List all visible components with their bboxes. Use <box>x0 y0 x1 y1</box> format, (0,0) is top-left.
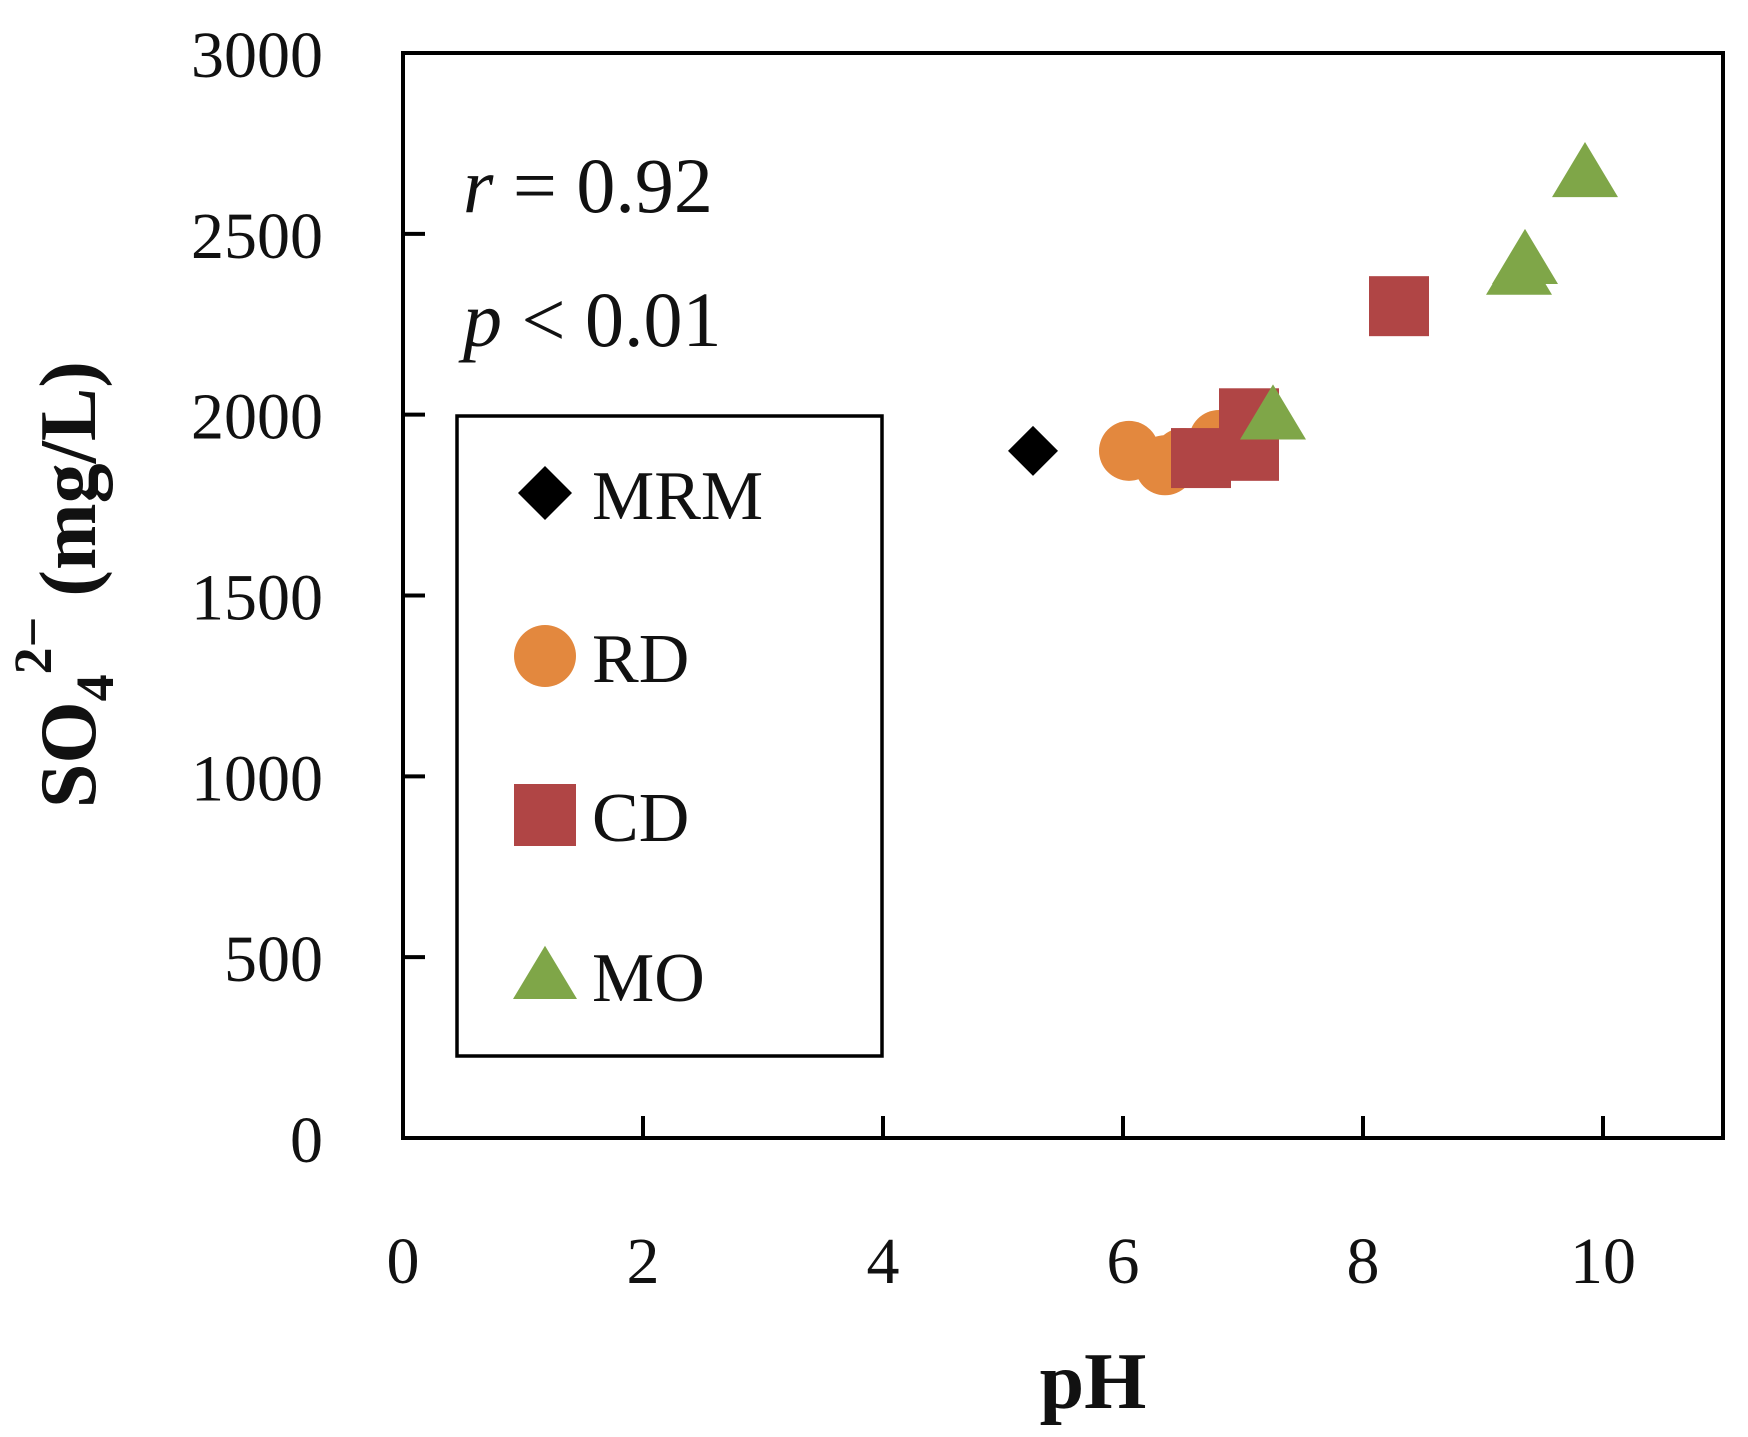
legend-box <box>455 414 884 1058</box>
y-tick-label: 1000 <box>191 742 323 815</box>
data-point-mo <box>1240 384 1306 440</box>
data-points <box>1008 142 1618 496</box>
y-tick-label: 0 <box>290 1104 323 1177</box>
legend-marker-cd <box>514 784 576 846</box>
y-tick-label: 500 <box>224 923 323 996</box>
x-tick-label: 10 <box>1570 1225 1636 1298</box>
x-axis-title: pH <box>1040 1338 1147 1426</box>
legend-label-mrm: MRM <box>592 458 763 535</box>
correlation-r-annotation: r = 0.92 <box>463 142 713 229</box>
y-tick-label: 2000 <box>191 381 323 454</box>
y-axis-title-superscript: 2− <box>3 617 63 675</box>
y-axis-title-main: SO <box>25 701 113 808</box>
p-value-annotation: p < 0.01 <box>458 276 722 363</box>
x-tick-label: 8 <box>1347 1225 1380 1298</box>
y-tick-label: 2500 <box>191 200 323 273</box>
p-value: < 0.01 <box>502 276 722 363</box>
tick-layer <box>401 51 1605 1140</box>
legend-label-cd: CD <box>592 780 689 857</box>
x-tick-label: 0 <box>387 1225 420 1298</box>
y-tick-label: 1500 <box>191 562 323 635</box>
legend-marker-mrm <box>518 466 572 520</box>
data-point-mo <box>1552 142 1618 198</box>
x-tick-labels: 0 2 4 6 8 10 <box>387 1225 1637 1298</box>
y-axis-title-subscript: 4 <box>65 674 125 701</box>
y-tick-label: 3000 <box>191 19 323 92</box>
legend-item-rd: RD <box>514 621 689 698</box>
p-symbol: p <box>458 276 502 363</box>
legend-marker-mo <box>513 945 577 999</box>
r-symbol: r <box>463 142 494 229</box>
data-point-mo <box>1492 228 1558 284</box>
data-point-cd <box>1369 276 1429 337</box>
r-value: = 0.92 <box>493 142 713 229</box>
y-tick-labels: 0 500 1000 1500 2000 2500 3000 <box>191 19 323 1177</box>
x-tick-label: 4 <box>867 1225 900 1298</box>
legend: MRM RD CD MO <box>455 414 884 1058</box>
legend-item-cd: CD <box>514 780 689 857</box>
legend-item-mrm: MRM <box>518 458 763 535</box>
y-axis-title: SO42− (mg/L) <box>3 361 125 808</box>
legend-item-mo: MO <box>513 940 705 1017</box>
legend-label-mo: MO <box>592 940 705 1017</box>
x-tick-label: 2 <box>627 1225 660 1298</box>
plot-area-frame <box>401 51 1725 1140</box>
legend-label-rd: RD <box>592 621 689 698</box>
x-tick-label: 6 <box>1107 1225 1140 1298</box>
y-axis-title-unit: (mg/L) <box>25 361 113 617</box>
data-point-mrm <box>1008 425 1058 476</box>
legend-marker-rd <box>514 625 576 687</box>
